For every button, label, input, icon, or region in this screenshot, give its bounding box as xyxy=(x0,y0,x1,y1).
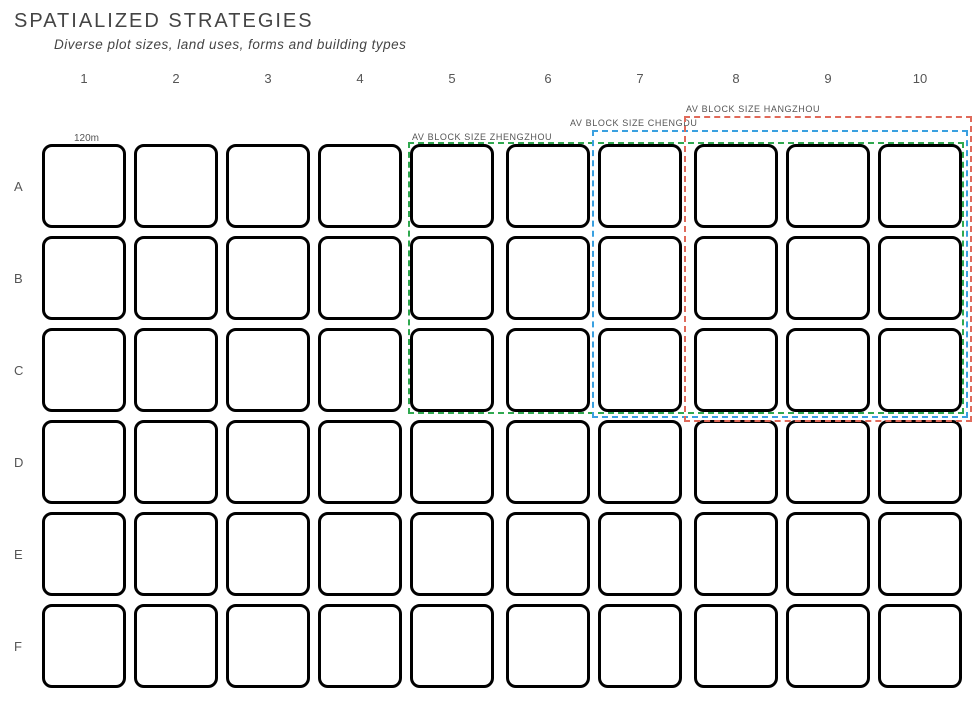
grid-cell xyxy=(134,236,218,320)
column-label: 10 xyxy=(878,71,962,86)
row-label: E xyxy=(12,512,23,596)
overlay-label-zhengzhou: AV BLOCK SIZE ZHENGZHOU xyxy=(412,132,552,142)
grid-cell xyxy=(506,328,590,412)
grid-cell xyxy=(134,328,218,412)
column-label: 4 xyxy=(318,71,402,86)
grid-cell xyxy=(318,420,402,504)
grid-cell xyxy=(226,328,310,412)
grid-cell xyxy=(42,604,126,688)
grid-cell xyxy=(42,420,126,504)
grid-cell xyxy=(506,604,590,688)
grid-cell xyxy=(318,236,402,320)
grid-cell xyxy=(506,512,590,596)
grid-cell xyxy=(598,328,682,412)
grid-cell xyxy=(694,604,778,688)
column-label: 7 xyxy=(598,71,682,86)
grid-cell xyxy=(786,420,870,504)
grid-cell xyxy=(598,144,682,228)
grid-cell xyxy=(226,420,310,504)
column-label: 9 xyxy=(786,71,870,86)
grid-cell xyxy=(318,328,402,412)
grid-cell xyxy=(878,420,962,504)
grid-cell xyxy=(42,328,126,412)
column-label: 2 xyxy=(134,71,218,86)
row-label: F xyxy=(12,604,22,688)
grid-cell xyxy=(318,512,402,596)
grid-cell xyxy=(694,512,778,596)
page: SPATIALIZED STRATEGIES Diverse plot size… xyxy=(0,0,976,727)
grid-cell xyxy=(694,328,778,412)
grid-cell xyxy=(506,420,590,504)
row-label: D xyxy=(12,420,23,504)
grid-cell xyxy=(786,236,870,320)
grid-cell xyxy=(598,236,682,320)
grid-cell xyxy=(410,328,494,412)
grid-cell xyxy=(878,144,962,228)
grid-cell xyxy=(226,236,310,320)
grid-cell xyxy=(42,144,126,228)
grid-cell xyxy=(134,144,218,228)
grid-cell xyxy=(598,512,682,596)
page-subtitle: Diverse plot sizes, land uses, forms and… xyxy=(54,37,964,52)
grid-cell xyxy=(318,144,402,228)
grid-cell xyxy=(694,144,778,228)
grid-cell xyxy=(410,512,494,596)
grid-cell xyxy=(786,604,870,688)
grid-cell xyxy=(786,144,870,228)
grid-cell xyxy=(878,512,962,596)
grid-cell xyxy=(506,236,590,320)
grid-cell xyxy=(786,512,870,596)
grid-cell xyxy=(506,144,590,228)
grid-cell xyxy=(42,512,126,596)
column-label: 5 xyxy=(410,71,494,86)
grid-cell xyxy=(878,604,962,688)
column-label: 3 xyxy=(226,71,310,86)
grid-cell xyxy=(410,144,494,228)
overlay-label-chengdu: AV BLOCK SIZE CHENGDU xyxy=(570,118,697,128)
grid-cell xyxy=(410,604,494,688)
grid-cell xyxy=(410,236,494,320)
row-label: C xyxy=(12,328,23,412)
grid-cell xyxy=(598,420,682,504)
column-label: 6 xyxy=(506,71,590,86)
grid-cell xyxy=(226,512,310,596)
row-label: A xyxy=(12,144,23,228)
column-label: 8 xyxy=(694,71,778,86)
grid-cell xyxy=(878,236,962,320)
grid-cell xyxy=(786,328,870,412)
grid-cell xyxy=(134,512,218,596)
grid-cell xyxy=(42,236,126,320)
grid-cell xyxy=(410,420,494,504)
column-label: 1 xyxy=(42,71,126,86)
grid-cell xyxy=(134,420,218,504)
grid-cell xyxy=(226,604,310,688)
grid-cell xyxy=(318,604,402,688)
grid-cell xyxy=(226,144,310,228)
scale-label: 120m xyxy=(74,133,99,144)
grid-cell xyxy=(134,604,218,688)
grid-cell xyxy=(878,328,962,412)
grid-cell xyxy=(694,420,778,504)
row-label: B xyxy=(12,236,23,320)
grid-cell xyxy=(694,236,778,320)
grid-cell xyxy=(598,604,682,688)
page-title: SPATIALIZED STRATEGIES xyxy=(14,10,964,33)
overlay-label-hangzhou: AV BLOCK SIZE HANGZHOU xyxy=(686,104,820,114)
